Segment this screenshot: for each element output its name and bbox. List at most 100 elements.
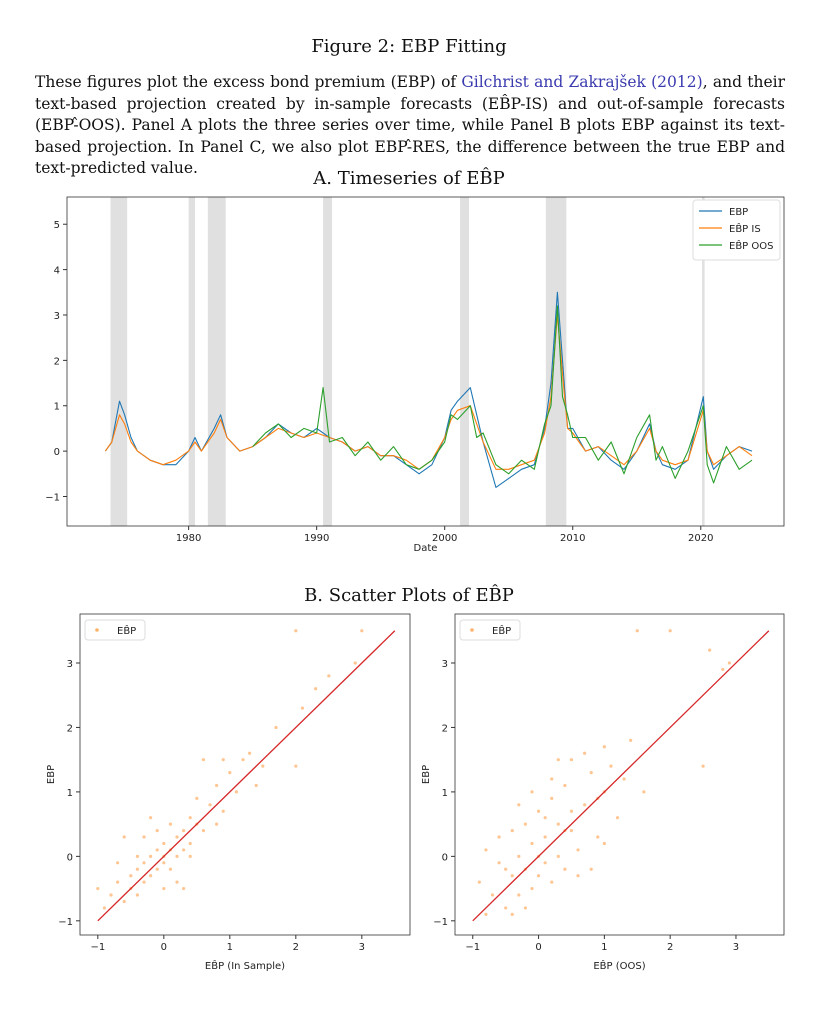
scatter-oos-y-tick-label: −1 [433,917,448,928]
scatter-oos-point [556,822,560,826]
scatter-oos-x-label: EB̂P (OOS) [593,959,645,972]
scatter-oos-point [550,880,554,884]
panel-b-title: B. Scatter Plots of EB̂P [304,585,514,606]
scatter-in-sample-axes-frame [79,613,411,936]
scatter-oos-point [523,906,528,910]
scatter-oos-legend-label: EB̂P [492,624,511,637]
recession-band [702,197,705,526]
scatter-in-sample-point [314,687,318,691]
panel-a-y-tick-label: 3 [54,311,60,322]
scatter-oos-point [543,816,547,820]
recession-band [545,197,567,526]
scatter-oos-point [589,867,593,871]
scatter-oos-point [510,912,514,916]
scatter-in-sample-point [168,822,173,826]
scatter-in-sample-point [149,816,153,820]
scatter-in-sample-point [201,828,206,833]
scatter-oos-x-tick-label: 0 [535,942,541,953]
scatter-in-sample-x-tick-label: 0 [161,942,167,953]
panel-a-x-tick-label: 1980 [176,533,201,544]
scatter-in-sample-point [155,848,159,852]
scatter-in-sample-point [188,854,192,858]
scatter-in-sample-point [327,674,331,678]
scatter-oos-point [517,854,521,858]
scatter-in-sample-point [149,874,153,878]
scatter-oos-point [563,867,567,871]
panel-a-y-tick-label: 1 [54,402,60,413]
scatter-oos-point [550,777,554,781]
figure-caption: These figures plot the excess bond premi… [35,72,785,180]
scatter-oos-point [510,828,514,833]
scatter-in-sample-point [142,861,146,865]
scatter-oos-point [550,796,554,800]
scatter-in-sample-point [234,790,239,794]
scatter-in-sample-y-tick-label: 0 [67,852,73,863]
scatter-in-sample-point [162,841,166,846]
panel-a-y-tick-label: 4 [54,266,60,277]
scatter-oos-x-tick-label: 2 [667,942,673,953]
scatter-oos-point [543,861,547,865]
caption-text-1: These figures plot the excess bond premi… [35,73,462,91]
scatter-oos-point [530,841,534,846]
scatter-oos-point [583,803,587,807]
scatter-oos-x-tick-label: −1 [465,942,480,953]
scatter-in-sample-point [155,867,159,871]
scatter-oos-point [504,867,508,871]
scatter-oos-point [721,667,725,672]
scatter-oos-legend [459,619,521,641]
scatter-in-sample-point [129,874,133,878]
scatter-oos-y-tick-label: 1 [442,788,448,799]
scatter-in-sample-y-tick-label: 1 [67,788,73,799]
scatter-in-sample-point [208,803,212,807]
scatter-in-sample-point [221,809,225,813]
scatter-oos-point [635,629,639,633]
scatter-in-sample-point [142,835,146,839]
scatter-in-sample-point [195,796,199,800]
panel-a-x-label: Date [414,543,438,554]
series-line-ebp [104,291,753,488]
scatter-in-sample-legend-marker [95,628,99,632]
scatter-in-sample-point [155,828,159,833]
scatter-in-sample-point [175,835,179,839]
scatter-in-sample-point [215,783,219,788]
scatter-in-sample-point [360,629,364,633]
scatter-in-sample-point [142,880,146,884]
scatter-oos-x-tick-label: 1 [601,942,607,953]
scatter-oos-point [497,835,501,839]
panel-a-axes-frame [66,196,785,527]
panel-a-y-tick-label: −1 [45,493,60,504]
scatter-oos-point [576,848,580,852]
scatter-in-sample-y-label: EBP [46,765,57,784]
scatter-in-sample-point [122,835,126,839]
scatter-in-sample-point [182,828,186,833]
scatter-in-sample-point [188,841,192,846]
scatter-in-sample-point [135,854,140,858]
scatter-in-sample-point [241,758,245,762]
figure-title: Figure 2: EBP Fitting [311,36,507,57]
scatter-in-sample-point [248,751,252,755]
scatter-oos-point [596,835,600,839]
scatter-oos-point [569,809,574,813]
scatter-oos-point [536,874,541,878]
scatter-in-sample-point [162,886,166,891]
scatter-oos-point [727,661,731,665]
panel-a-y-tick-label: 2 [54,356,60,367]
scatter-oos-point [556,758,560,762]
citation-link[interactable]: Gilchrist and Zakrajšek (2012) [461,73,703,91]
panel-a-x-tick-label: 1990 [304,533,329,544]
scatter-oos-point [530,790,534,794]
scatter-oos-point [622,777,626,781]
scatter-in-sample-y-tick-label: 2 [67,723,73,734]
scatter-in-sample-point [215,822,219,826]
scatter-in-sample-point [228,770,232,775]
scatter-in-sample-fit-line [97,630,396,922]
scatter-in-sample-point [300,706,305,710]
panel-a-x-tick-label: 2010 [560,533,585,544]
scatter-in-sample-point [109,893,113,897]
scatter-in-sample-point [116,861,120,865]
scatter-in-sample-point [201,758,206,762]
scatter-in-sample-x-tick-label: 2 [293,942,299,953]
scatter-oos-y-tick-label: 3 [442,659,448,670]
scatter-in-sample-point [182,848,186,852]
